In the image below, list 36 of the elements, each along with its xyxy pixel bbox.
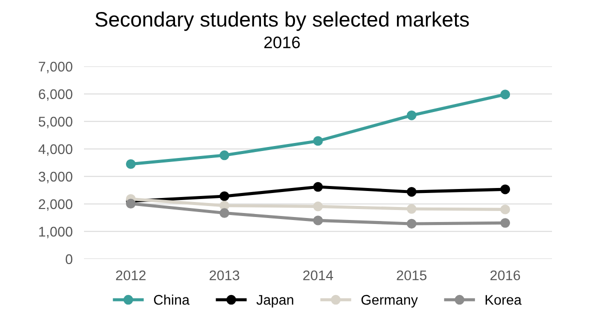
y-tick-label: 3,000	[38, 172, 72, 184]
point	[313, 202, 323, 212]
y-tick-label: 6,000	[38, 89, 72, 101]
point	[220, 208, 230, 218]
point	[406, 218, 416, 229]
point	[500, 204, 510, 214]
x-tick-label: 2016	[490, 270, 520, 280]
x-tick-label: 2015	[396, 270, 426, 280]
point	[313, 136, 323, 146]
legend-label: China	[154, 294, 190, 305]
point	[313, 182, 323, 192]
y-tick-label: 5,000	[38, 116, 72, 128]
legend-label: Korea	[486, 295, 522, 305]
y-tick-label: 4,000	[38, 144, 72, 156]
x-tick-label: 2013	[210, 270, 240, 280]
point	[500, 90, 510, 100]
chart-title: Secondary students by selected markets	[95, 11, 469, 31]
point	[406, 110, 416, 120]
point	[220, 191, 230, 202]
y-tick-label: 2,000	[38, 199, 72, 211]
point	[406, 204, 416, 214]
y-tick-label: 0	[66, 254, 72, 264]
point	[126, 198, 136, 209]
legend-label: Germany	[361, 294, 418, 308]
y-tick-label: 7,000	[38, 62, 72, 74]
chart-subtitle: 2016	[264, 36, 300, 48]
x-tick-label: 2012	[116, 270, 146, 280]
legend-label: Japan	[256, 295, 294, 308]
point	[500, 184, 510, 194]
y-tick-label: 1,000	[39, 226, 72, 238]
point	[126, 159, 136, 169]
point	[313, 216, 323, 226]
point	[220, 150, 230, 160]
x-tick-label: 2014	[303, 270, 334, 280]
point	[500, 218, 510, 228]
point	[406, 186, 416, 197]
